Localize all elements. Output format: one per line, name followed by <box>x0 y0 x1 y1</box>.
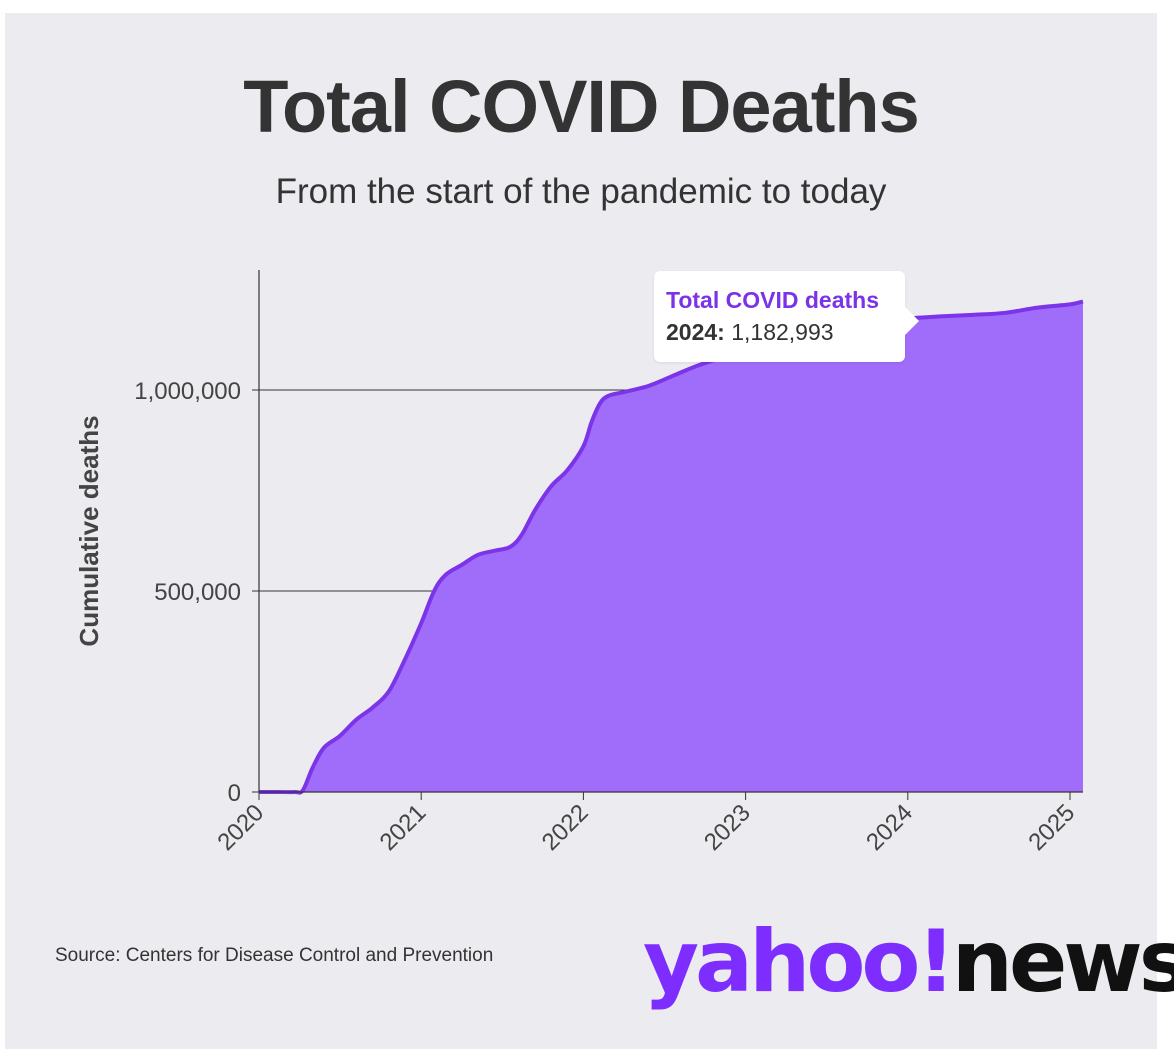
x-tick-label: 2022 <box>537 799 594 856</box>
yahoo-news-logo: yahoo!news <box>643 912 1174 1012</box>
x-tick-label: 2020 <box>212 799 269 856</box>
chart-subtitle: From the start of the pandemic to today <box>275 172 887 211</box>
tooltip-value: 1,182,993 <box>731 319 834 345</box>
series-area <box>259 301 1083 793</box>
tooltip-year: 2024: <box>666 319 725 345</box>
source-note: Source: Centers for Disease Control and … <box>55 945 494 966</box>
data-tooltip: Total COVID deaths 2024: 1,182,993 <box>654 271 919 362</box>
y-tick-label: 500,000 <box>154 579 241 606</box>
x-tick-label: 2021 <box>375 799 432 856</box>
y-tick-label: 1,000,000 <box>134 378 241 405</box>
y-axis-label: Cumulative deaths <box>74 415 104 646</box>
x-tick-label: 2023 <box>699 799 756 856</box>
logo-news-text: news <box>951 912 1174 1012</box>
tooltip-series-name: Total COVID deaths <box>666 287 879 313</box>
logo-yahoo-text: yahoo! <box>643 912 956 1012</box>
x-tick-label: 2025 <box>1023 799 1080 856</box>
tooltip-value-line: 2024: 1,182,993 <box>666 319 834 346</box>
chart-title: Total COVID Deaths <box>243 65 920 148</box>
y-tick-label: 0 <box>228 780 241 807</box>
x-tick-label: 2024 <box>861 799 918 856</box>
